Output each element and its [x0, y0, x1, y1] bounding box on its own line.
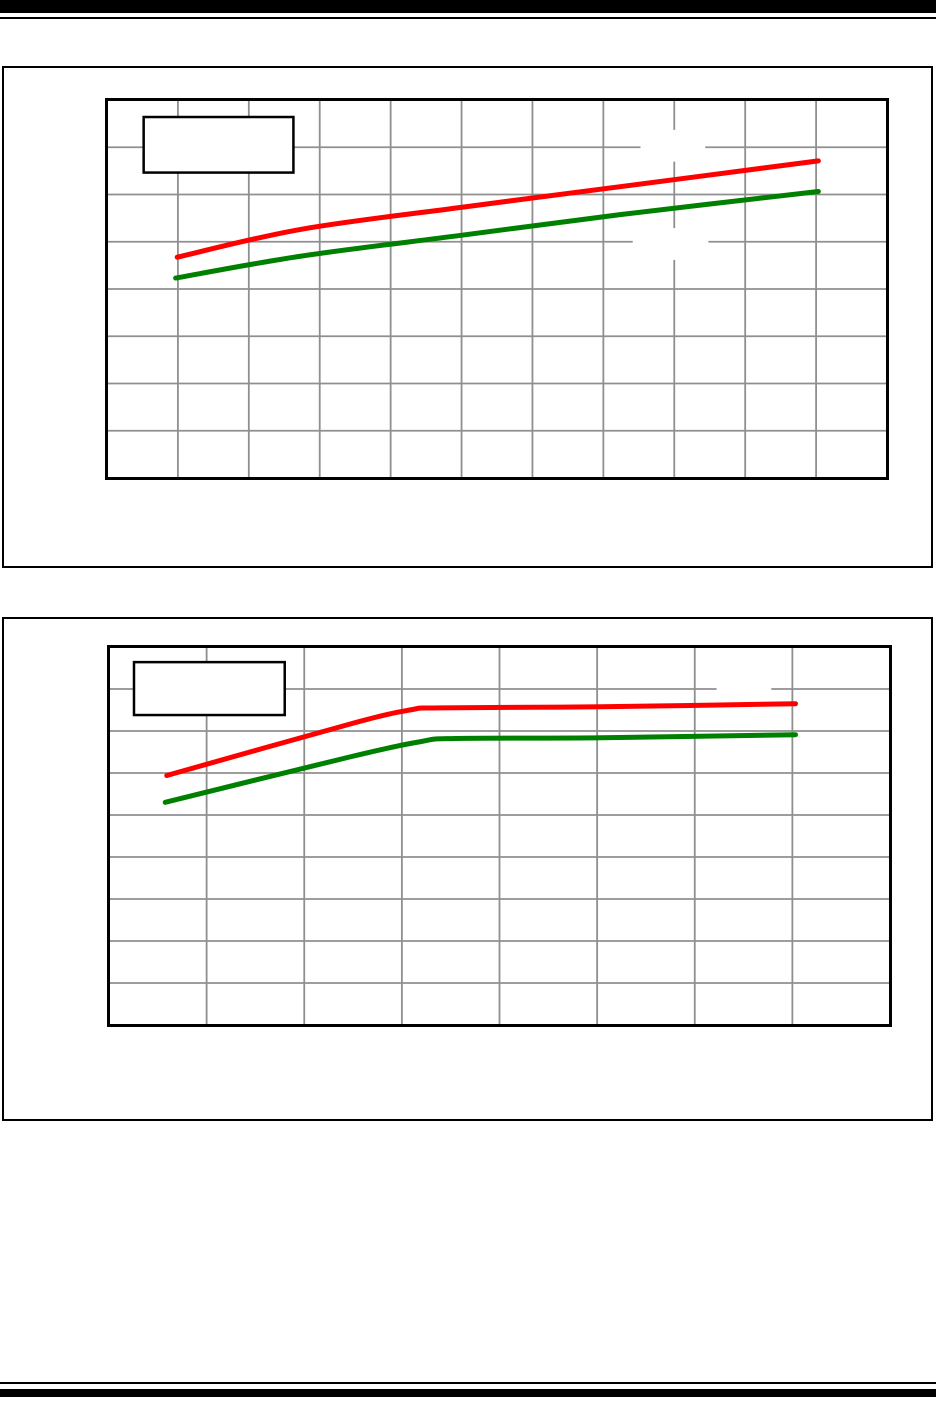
figure-box-top [2, 66, 933, 568]
bottom-chart-plot [107, 645, 892, 1027]
plot-border [105, 98, 889, 480]
whiteout-patch [640, 129, 706, 162]
lower-green-curve [162, 732, 798, 805]
footer-rule-thin [0, 1382, 936, 1384]
grid-lines [109, 647, 890, 1025]
footer-rule-thick [0, 1389, 936, 1397]
top-chart-plot [105, 98, 889, 480]
whiteout-patch [632, 228, 709, 260]
legend-box [132, 660, 286, 717]
figure-box-bottom [2, 617, 933, 1121]
legend-box [142, 115, 295, 174]
header-rule-thin [0, 17, 936, 19]
plot-border [107, 645, 892, 1027]
upper-red-curve [164, 701, 798, 779]
header-rule-thick [0, 0, 936, 13]
whiteout-patch [716, 681, 772, 696]
lower-green-curve [173, 188, 821, 281]
upper-red-curve [174, 158, 821, 260]
